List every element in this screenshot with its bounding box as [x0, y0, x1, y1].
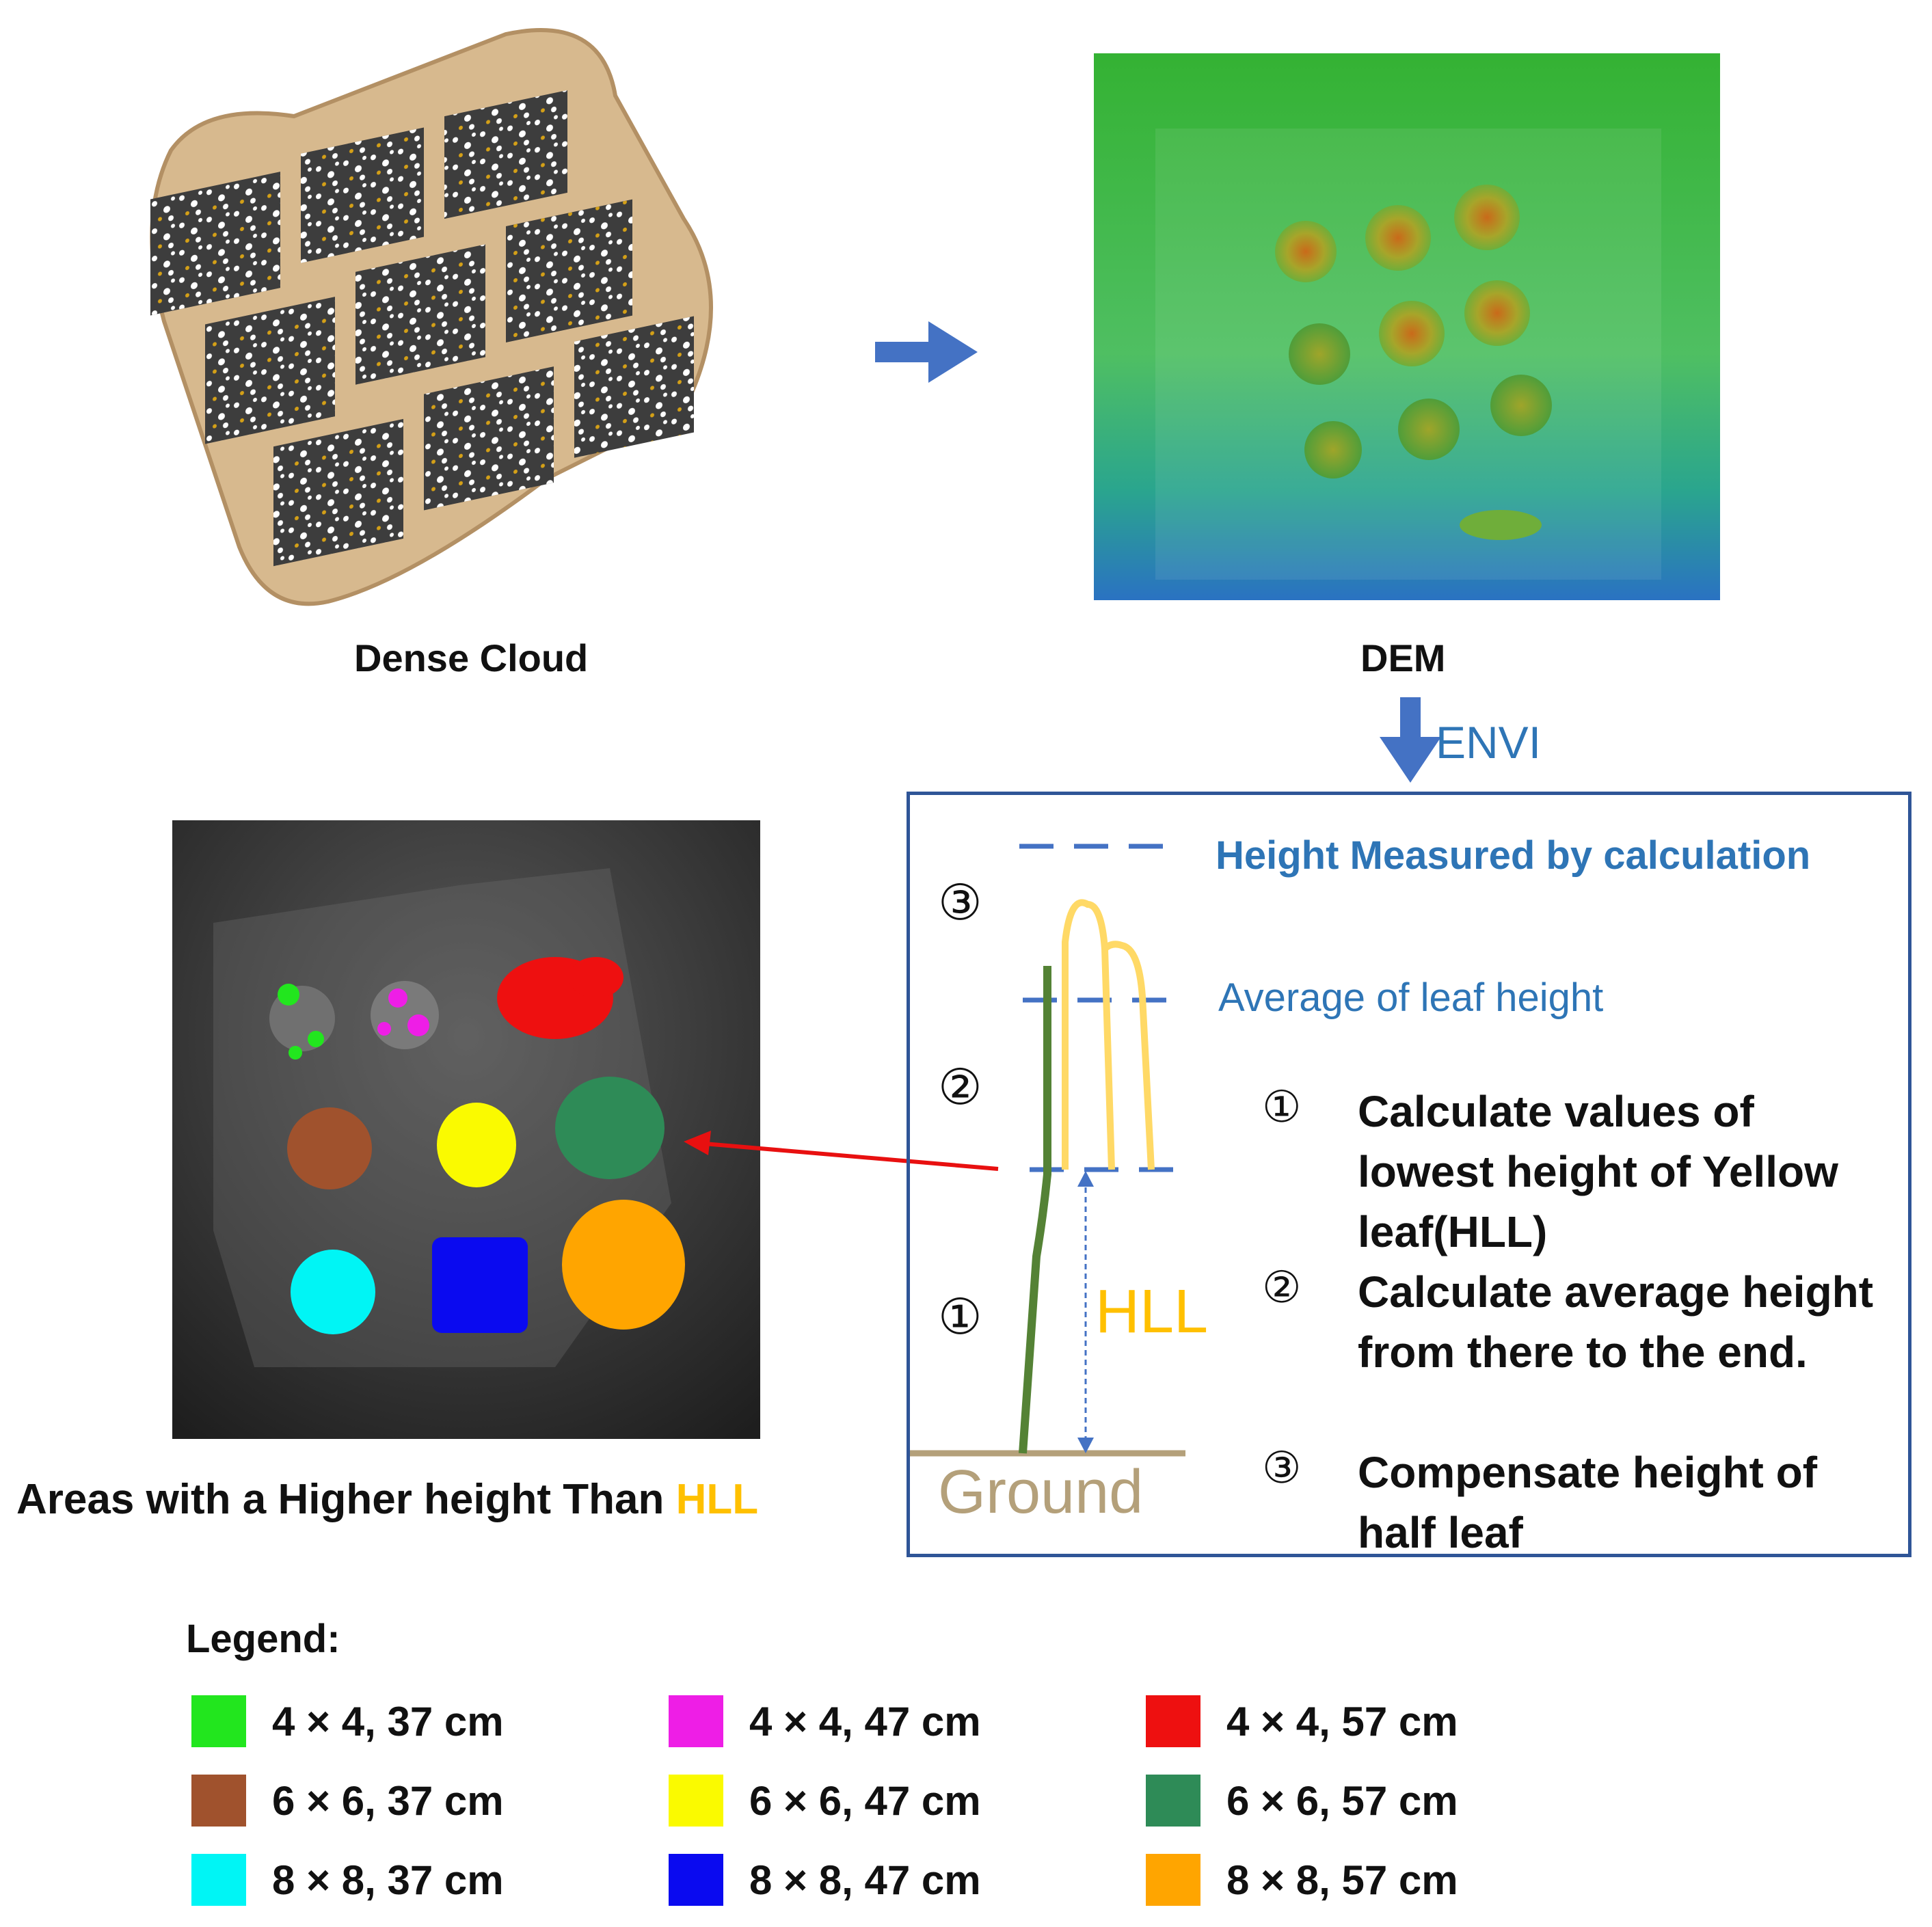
legend-swatch: [669, 1695, 723, 1747]
legend-item: 6 × 6, 47 cm: [669, 1775, 981, 1827]
legend-label: 8 × 8, 47 cm: [749, 1857, 981, 1903]
height-map-image: [172, 820, 760, 1439]
legend-label: 8 × 8, 57 cm: [1226, 1857, 1458, 1903]
step-1-text: Calculate values of lowest height of Yel…: [1358, 1087, 1838, 1256]
method-box: [907, 792, 1911, 1557]
legend-item: 6 × 6, 37 cm: [191, 1775, 504, 1827]
legend-item: 8 × 8, 37 cm: [191, 1854, 504, 1906]
step-3-text: Compensate height of half leaf: [1358, 1448, 1818, 1557]
legend-label: 4 × 4, 37 cm: [272, 1698, 504, 1744]
legend-item: 6 × 6, 57 cm: [1146, 1775, 1458, 1827]
hll-label: HLL: [1095, 1278, 1209, 1346]
plant-stem: [1019, 966, 1051, 1454]
legend-label: 6 × 6, 57 cm: [1226, 1777, 1458, 1824]
average-leaf-label: Average of leaf height: [1218, 975, 1604, 1020]
right-arrow-icon: [875, 321, 978, 383]
dense-cloud-caption: Dense Cloud: [354, 636, 589, 679]
yellow-leaf: [1062, 899, 1155, 1170]
step-1: ① Calculate values of lowest height of Y…: [1262, 1081, 1877, 1262]
marker-1: ①: [938, 1290, 982, 1345]
dem-plants: [1275, 185, 1552, 540]
legend-item: 8 × 8, 57 cm: [1146, 1854, 1458, 1906]
dem-caption: DEM: [1360, 636, 1446, 679]
legend-label: 4 × 4, 47 cm: [749, 1698, 981, 1744]
legend-label: 6 × 6, 47 cm: [749, 1777, 981, 1824]
red-pointer-arrow: [684, 1131, 999, 1171]
down-arrow-icon: [1380, 697, 1441, 783]
step-2: ② Calculate average height from there to…: [1262, 1262, 1877, 1382]
dense-cloud-image: [150, 28, 713, 606]
legend-item: 8 × 8, 47 cm: [669, 1854, 981, 1906]
legend-label: 4 × 4, 57 cm: [1226, 1698, 1458, 1744]
legend-swatch: [1146, 1854, 1200, 1906]
step-3: ③ Compensate height of half leaf: [1262, 1442, 1877, 1563]
legend-item: 4 × 4, 47 cm: [669, 1695, 981, 1747]
legend-swatch: [191, 1854, 246, 1906]
classified-patches: [269, 957, 685, 1334]
legend-label: 8 × 8, 37 cm: [272, 1857, 504, 1903]
ground-label: Ground: [938, 1458, 1144, 1526]
marker-2: ②: [938, 1060, 982, 1115]
legend-swatch: [1146, 1695, 1200, 1747]
marker-3: ③: [938, 876, 982, 930]
height-measured-label: Height Measured by calculation: [1216, 833, 1811, 878]
legend-swatch: [191, 1775, 246, 1827]
envi-label: ENVI: [1436, 717, 1542, 768]
plot-grid: [150, 90, 694, 567]
areas-caption: Areas with a Higher height Than HLL: [16, 1475, 758, 1524]
legend-label: 6 × 6, 37 cm: [272, 1777, 504, 1824]
legend-title: Legend:: [186, 1617, 340, 1661]
legend-swatch: [1146, 1775, 1200, 1827]
legend-swatch: [669, 1854, 723, 1906]
legend-swatch: [669, 1775, 723, 1827]
step-3-num: ③: [1262, 1443, 1302, 1492]
step-2-text: Calculate average height from there to t…: [1358, 1267, 1874, 1377]
height-diagram: [910, 844, 1185, 1457]
areas-caption-hll: HLL: [675, 1476, 759, 1523]
step-1-num: ①: [1262, 1082, 1302, 1131]
areas-caption-text: Areas with a Higher height Than: [16, 1476, 676, 1523]
legend-item: 4 × 4, 57 cm: [1146, 1695, 1458, 1747]
dem-image: [1094, 53, 1720, 600]
legend-swatch: [191, 1695, 246, 1747]
legend-item: 4 × 4, 37 cm: [191, 1695, 504, 1747]
step-2-num: ②: [1262, 1263, 1302, 1312]
